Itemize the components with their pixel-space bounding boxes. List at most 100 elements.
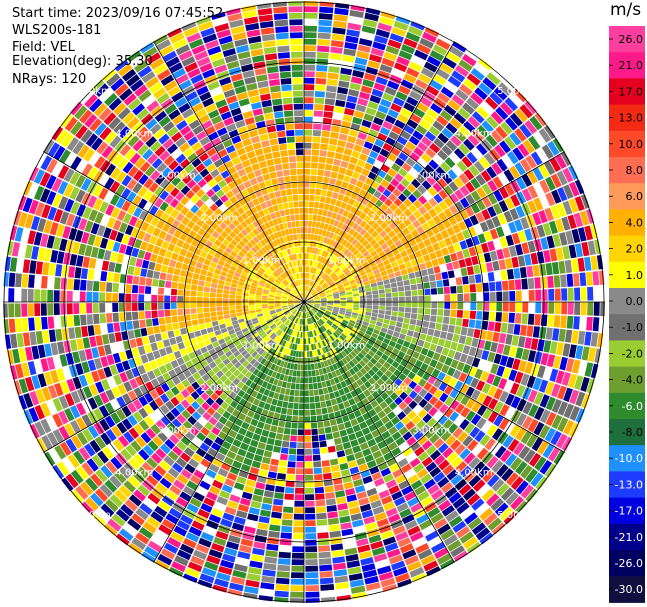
range-gate [309,317,313,324]
range-gate [398,203,408,212]
range-gate [351,519,364,528]
range-gate [304,429,311,436]
range-gate [269,465,278,473]
range-gate [386,357,394,365]
range-gate [285,320,291,326]
range-gate [364,454,375,463]
range-gate [127,203,137,215]
range-gate [263,388,270,397]
range-gate [345,553,359,562]
range-gate [273,350,279,358]
range-gate [99,391,110,404]
range-gate [258,339,265,346]
range-gate [472,479,486,492]
range-gate [196,302,203,308]
range-gate [306,294,311,299]
range-gate [417,283,424,290]
range-gate [352,249,360,256]
range-gate [304,207,309,214]
range-gate [16,395,28,411]
range-gate [74,326,82,339]
range-gate [314,480,324,487]
range-gate [224,246,233,254]
range-gate [317,270,322,276]
range-gate [371,365,379,373]
range-gate [387,411,397,420]
range-gate [179,232,188,242]
range-gate [464,257,473,267]
range-gate [324,288,331,293]
range-gate [319,249,324,256]
range-gate [322,466,331,474]
range-gate [323,258,329,265]
range-gate [539,263,547,276]
range-gate [190,308,197,314]
range-gate [166,171,177,182]
range-gate [164,233,173,243]
range-gate [235,243,243,251]
range-gate [60,290,67,302]
range-gate [163,472,176,484]
range-gate [326,308,333,311]
range-gate [299,338,303,345]
range-gate [364,432,374,442]
range-gate [271,511,282,519]
range-gate [339,335,346,341]
range-gate [275,261,281,268]
range-gate [268,306,275,310]
range-gate [247,274,254,280]
range-gate [326,85,337,93]
range-gate [306,272,309,279]
range-gate [249,290,256,295]
range-gate [330,40,344,48]
range-gate [276,352,282,359]
range-gate [33,231,43,246]
range-gate [334,152,343,160]
range-gate [346,291,353,296]
range-gate [429,251,437,260]
range-gate [536,147,549,163]
range-gate [432,44,448,56]
range-gate [413,209,422,219]
range-gate [47,303,54,316]
range-gate [353,304,360,308]
range-gate [366,487,378,497]
range-gate [308,287,312,293]
range-gate [223,310,230,315]
range-gate [389,320,397,326]
range-gate [273,282,279,287]
range-gate [580,287,587,301]
range-gate [545,192,556,207]
range-gate [310,357,314,364]
range-gate [573,273,580,287]
range-gate [371,546,386,556]
range-gate [381,495,393,505]
range-gate [347,135,357,144]
range-gate [325,330,331,337]
range-gate [289,389,295,396]
range-gate [508,279,515,291]
range-gate [306,295,312,300]
range-gate [319,222,325,229]
range-gate [256,337,263,344]
range-gate [332,275,339,281]
range-gate [290,307,296,312]
range-gate [376,217,385,226]
range-gate [267,267,274,274]
range-gate [341,256,348,263]
range-gate [331,342,337,349]
range-gate [248,302,255,305]
range-gate [337,315,344,319]
range-gate [156,219,166,230]
range-gate [411,415,422,425]
range-gate [311,274,315,281]
range-gate [456,160,468,172]
range-gate [311,317,315,323]
range-gate [229,231,237,239]
range-gate [146,457,158,469]
range-gate [304,175,310,182]
range-gate [378,425,388,434]
range-gate [273,335,279,342]
range-gate [185,431,196,441]
range-gate [299,390,304,397]
